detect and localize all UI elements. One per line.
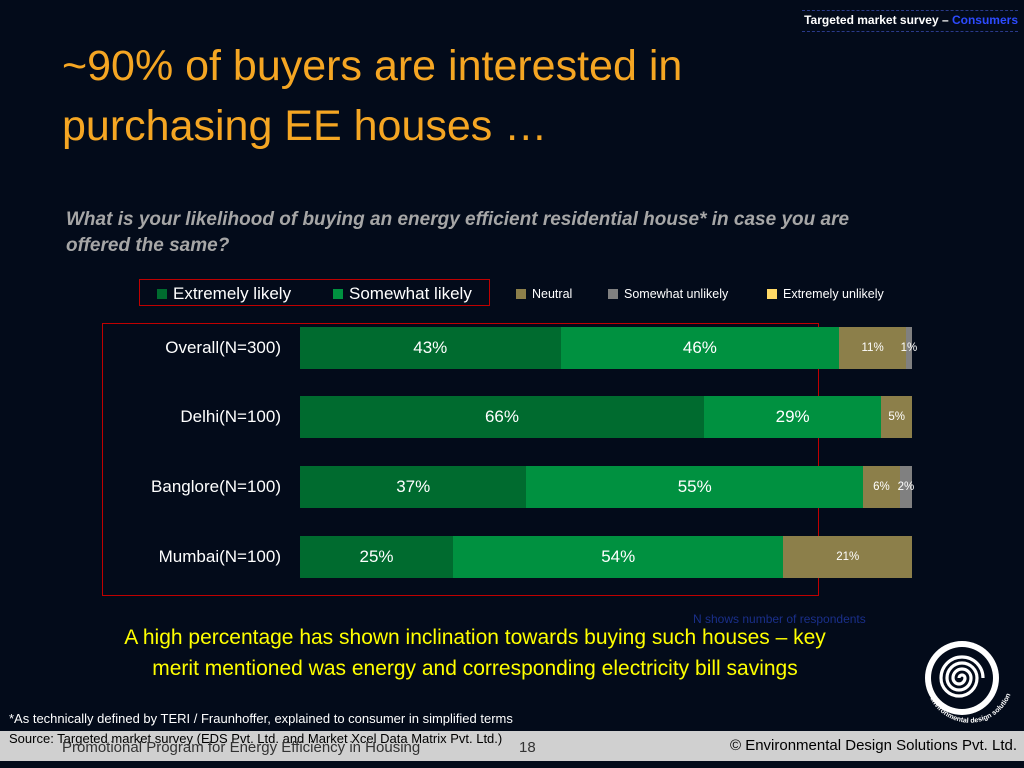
bar-segment: 55% [526,466,864,508]
category-label: Overall(N=300) [165,338,281,357]
legend-label: Somewhat likely [349,283,472,303]
survey-tag: Targeted market survey – Consumers [802,10,1018,32]
survey-tag-prefix: Targeted market survey – [804,13,952,27]
data-label: 6% [873,481,890,493]
footer-bar [0,731,1024,761]
data-label: 1% [900,342,918,354]
data-label: 54% [601,547,636,566]
legend-swatch [608,288,618,299]
data-label: 2% [897,481,915,493]
footnote: *As technically defined by TERI / Fraunh… [9,711,513,726]
bar-segment: 1% [901,327,917,369]
legend-highlight-box [139,279,490,306]
data-label: 11% [861,342,884,354]
bar-segment: 29% [703,396,882,438]
bar-segment: 66% [300,396,704,438]
data-label: 43% [413,338,448,357]
legend-swatch [157,288,167,299]
legend-item-somewhat-unlikely: Somewhat unlikely [608,280,728,307]
respondents-note: N shows number of respondents [693,612,866,626]
data-label: 37% [396,477,431,496]
category-label: Banglore(N=100) [151,477,281,496]
legend-swatch [516,288,526,299]
page-number: 18 [519,739,536,756]
bar-segment: 2% [897,466,915,508]
bar-segment: 46% [560,327,840,369]
bar-segment: 21% [783,536,912,578]
data-label: 46% [682,338,717,357]
legend-label: Somewhat unlikely [624,286,729,301]
legend-swatch [333,288,343,299]
legend-item-extremely-unlikely: Extremely unlikely [767,280,884,307]
spiral-logo-icon: environmental design solutions [920,633,1012,725]
data-label: 29% [775,407,810,426]
data-label: 21% [836,551,860,563]
bar-segment: 37% [300,466,527,508]
data-label: 25% [359,547,394,566]
conclusion-line1: A high percentage has shown inclination … [124,626,826,649]
bar-segment: 6% [863,466,900,508]
legend-item-somewhat-likely: Somewhat likely [333,280,472,307]
conclusion-line2: merit mentioned was energy and correspon… [152,657,798,680]
bar-segment: 43% [300,327,561,369]
legend-label: Neutral [532,286,573,301]
category-label: Delhi(N=100) [180,407,281,426]
eds-logo: environmental design solutions [920,633,1022,728]
data-label: 66% [484,407,519,426]
legend-label: Extremely likely [173,283,292,303]
survey-question: What is your likelihood of buying an ene… [66,209,850,256]
category-label: Mumbai(N=100) [158,547,281,566]
data-label: 5% [888,411,905,423]
data-label: 55% [677,477,712,496]
legend-item-neutral: Neutral [516,280,572,307]
survey-tag-highlight: Consumers [951,13,1018,27]
bar-segment: 11% [839,327,906,369]
slide-title-line1: ~90% of buyers are interested in [62,42,683,90]
bar-segment: 5% [881,396,912,438]
slide-title: ~90% of buyers are interested in purchas… [62,36,822,156]
footer-program: Promotional Program for Energy Efficienc… [62,739,421,756]
bar-segment: 25% [300,536,453,578]
chart-highlight-box [102,323,819,596]
legend-swatch [767,288,777,299]
source-note: Source: Targeted market survey (EDS Pvt.… [9,731,503,746]
footer-copyright: © Environmental Design Solutions Pvt. Lt… [729,737,1017,754]
legend-item-extremely-likely: Extremely likely [157,280,291,307]
conclusion-text: A high percentage has shown inclination … [70,622,880,684]
legend-label: Extremely unlikely [783,286,884,301]
bar-segment: 54% [453,536,784,578]
slide-title-line2: purchasing EE houses … [62,102,548,150]
